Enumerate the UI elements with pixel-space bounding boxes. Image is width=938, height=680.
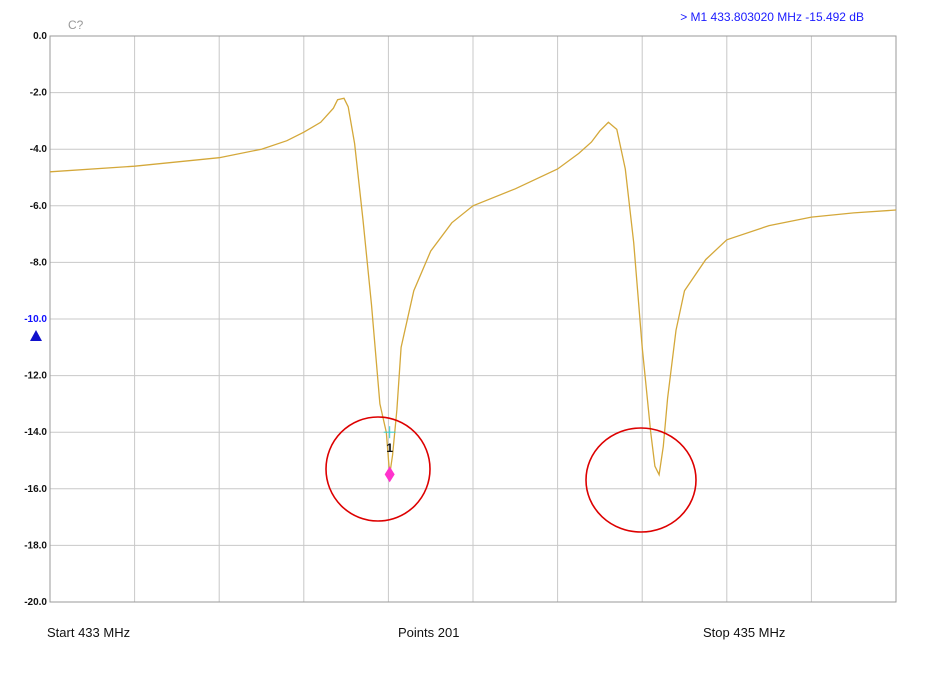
y-tick-label: -16.0: [24, 484, 47, 495]
points-label: Points 201: [398, 625, 459, 640]
marker-1-label: 1: [386, 441, 393, 455]
y-tick-label: -14.0: [24, 427, 47, 438]
y-tick-label: -18.0: [24, 540, 47, 551]
stop-frequency-label: Stop 435 MHz: [703, 625, 785, 640]
chart-grid: [50, 36, 896, 602]
y-axis-ticks: 0.0 -2.0 -4.0 -6.0 -8.0 -10.0 -12.0 -14.0 -16.0 -…: [24, 31, 47, 608]
marker-1-diamond[interactable]: [384, 466, 395, 483]
annotation-circle-right: [585, 427, 697, 533]
y-tick-label: -6.0: [30, 201, 48, 212]
marker-1[interactable]: 1: [383, 426, 396, 483]
y-tick-label: -10.0: [24, 314, 47, 325]
y-tick-label: -20.0: [24, 597, 47, 608]
marker-readout: > M1 433.803020 MHz -15.492 dB: [680, 10, 864, 24]
y-tick-label: -4.0: [30, 144, 48, 155]
channel-label: C?: [68, 18, 84, 32]
annotation-circle-left: [325, 416, 431, 522]
plot-frame: [49, 35, 897, 603]
start-frequency-label: Start 433 MHz: [47, 625, 130, 640]
trace-line: [49, 97, 897, 477]
reference-level-marker[interactable]: [30, 330, 42, 341]
y-tick-label: -2.0: [30, 88, 48, 99]
y-tick-label: -12.0: [24, 371, 47, 382]
y-tick-label: 0.0: [33, 31, 47, 42]
y-tick-label: -8.0: [30, 257, 48, 268]
